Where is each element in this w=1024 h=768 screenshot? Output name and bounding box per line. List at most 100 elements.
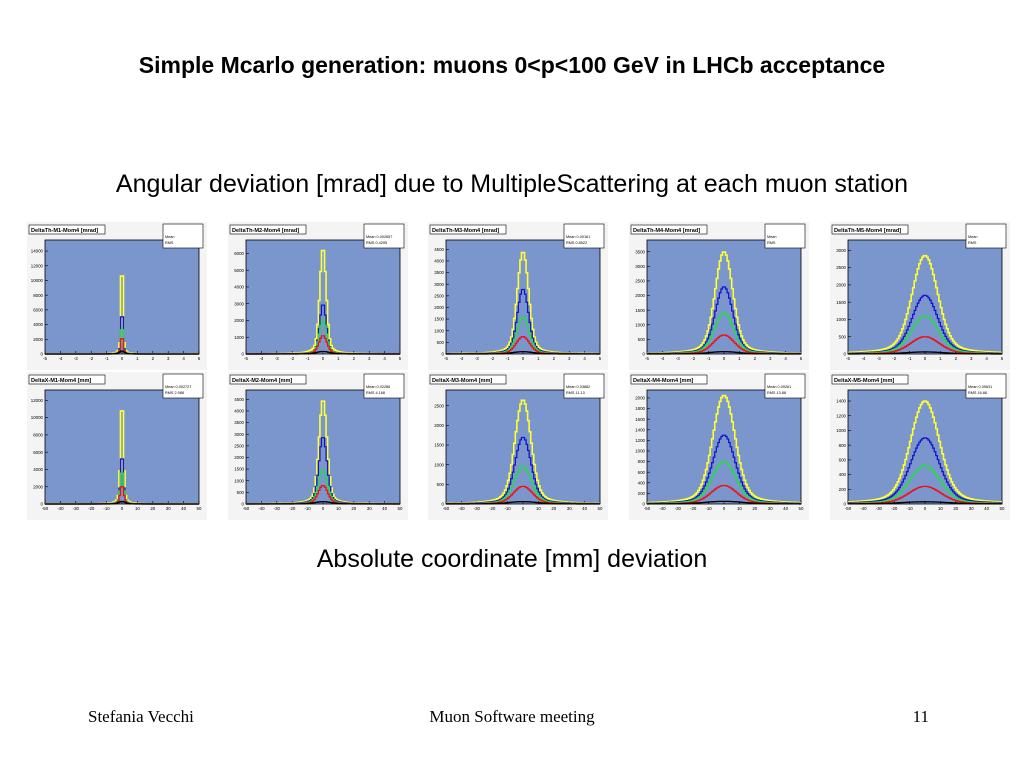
histogram-panel: DeltaTh-M4-Mom4 [mrad] Mean RMS 0 500 1000 150… [629, 222, 809, 370]
x-tick-label: -50 [644, 506, 651, 511]
stats-entry: RMS 11.13 [566, 391, 585, 395]
y-tick-label: 12000 [31, 263, 44, 268]
histogram-title-box [831, 374, 909, 385]
histogram-title-box [229, 374, 307, 385]
y-tick-label: 6000 [234, 251, 244, 256]
plot-area [44, 239, 200, 355]
x-tick-label: 0 [924, 356, 927, 361]
y-tick-label: 1500 [434, 317, 444, 322]
histogram-title: DeltaX-M2-Mom4 [mm] [232, 378, 292, 384]
x-tick-label: 20 [752, 506, 757, 511]
x-tick-label: -10 [705, 506, 712, 511]
y-tick-label: 2000 [434, 305, 444, 310]
x-tick-label: -50 [243, 506, 250, 511]
x-tick-label: 20 [150, 506, 155, 511]
plot-area [646, 239, 802, 355]
y-tick-label: 3000 [836, 248, 846, 253]
x-tick-label: 4 [383, 356, 386, 361]
histogram-series-black [246, 501, 400, 505]
x-tick-label: 1 [136, 356, 139, 361]
histogram-series-yellow [848, 254, 1002, 354]
x-tick-label: 30 [567, 506, 572, 511]
x-tick-label: 5 [800, 356, 803, 361]
x-tick-label: 0 [723, 356, 726, 361]
stats-entry: RMS 0.8522 [566, 241, 587, 245]
x-tick-label: 5 [599, 356, 602, 361]
y-tick-label: 1400 [635, 427, 645, 432]
stats-entry: Mean 0.002657 [366, 235, 392, 239]
x-tick-label: 1 [939, 356, 942, 361]
x-tick-label: 30 [166, 506, 171, 511]
stats-entry: RMS 13.88 [767, 391, 786, 395]
y-tick-label: 2000 [33, 484, 43, 489]
x-tick-label: -4 [459, 356, 463, 361]
y-tick-label: 2000 [234, 318, 244, 323]
y-tick-label: 1000 [836, 317, 846, 322]
plot-area [245, 239, 401, 355]
x-tick-label: 10 [336, 506, 341, 511]
y-tick-label: 2000 [635, 293, 645, 298]
x-tick-label: -2 [892, 356, 896, 361]
y-tick-label: 2000 [33, 337, 43, 342]
x-tick-label: 0 [522, 356, 525, 361]
y-tick-label: 200 [638, 491, 646, 496]
x-tick-label: -10 [504, 506, 511, 511]
x-tick-label: -1 [506, 356, 510, 361]
histogram-title: DeltaTh-M3-Mom4 [mrad] [432, 228, 499, 234]
x-tick-label: 3 [970, 356, 973, 361]
stats-box [162, 373, 204, 399]
x-tick-label: 1 [738, 356, 741, 361]
x-tick-label: -10 [304, 506, 311, 511]
histogram-panel: DeltaTh-M1-Mom4 [mrad] Mean RMS 0 2000 4000 60… [27, 222, 207, 370]
histogram-title-box [630, 374, 708, 385]
x-tick-label: 10 [737, 506, 742, 511]
x-tick-label: 40 [783, 506, 788, 511]
plot-area [245, 389, 401, 505]
histogram-panel: DeltaX-M3-Mom4 [mm] Mean 0.03882 RMS 11.13… [428, 372, 608, 520]
y-tick-label: 2500 [434, 293, 444, 298]
x-tick-label: -2 [490, 356, 494, 361]
x-tick-label: -2 [89, 356, 93, 361]
x-tick-label: 2 [754, 356, 757, 361]
y-tick-label: 0 [844, 352, 847, 357]
x-tick-label: -40 [57, 506, 64, 511]
x-tick-label: 40 [382, 506, 387, 511]
y-tick-label: 800 [638, 459, 646, 464]
footer-page-number: 11 [912, 707, 929, 726]
y-tick-label: 4000 [434, 259, 444, 264]
x-tick-label: 0 [121, 356, 124, 361]
histogram-series-black [647, 351, 801, 355]
stats-entry: RMS 2.988 [165, 391, 184, 395]
histogram-svg: DeltaX-M2-Mom4 [mm] Mean 0.02286 RMS 4.168… [229, 373, 405, 511]
y-tick-label: 0 [41, 352, 44, 357]
stats-box [563, 373, 605, 399]
x-tick-label: 0 [322, 506, 325, 511]
x-tick-label: 5 [399, 356, 402, 361]
x-tick-label: 40 [984, 506, 989, 511]
x-tick-label: -50 [443, 506, 450, 511]
histogram-title: DeltaX-M4-Mom4 [mm] [633, 378, 693, 384]
y-tick-label: 1200 [836, 413, 846, 418]
x-tick-label: -5 [645, 356, 649, 361]
y-tick-label: 500 [638, 337, 646, 342]
histogram-series-black [45, 500, 199, 505]
y-tick-label: 3500 [434, 270, 444, 275]
footer-meeting: Muon Software meeting [429, 707, 595, 726]
y-tick-label: 0 [643, 502, 646, 507]
x-tick-label: -40 [659, 506, 666, 511]
stats-entry: Mean 0.03882 [566, 385, 590, 389]
histogram-series-green [848, 465, 1002, 504]
stats-entry: Mean [165, 235, 175, 239]
stats-box [965, 223, 1007, 249]
x-tick-label: -50 [845, 506, 852, 511]
x-tick-label: -1 [105, 356, 109, 361]
x-tick-label: 2 [152, 356, 155, 361]
y-tick-label: 1200 [635, 438, 645, 443]
histogram-series-black [848, 351, 1002, 355]
stats-box [965, 373, 1007, 399]
histogram-title: DeltaTh-M4-Mom4 [mrad] [633, 228, 700, 234]
histogram-title-box [229, 224, 307, 235]
plot-area [445, 389, 601, 505]
y-tick-label: 4500 [234, 397, 244, 402]
x-tick-label: 2 [353, 356, 356, 361]
